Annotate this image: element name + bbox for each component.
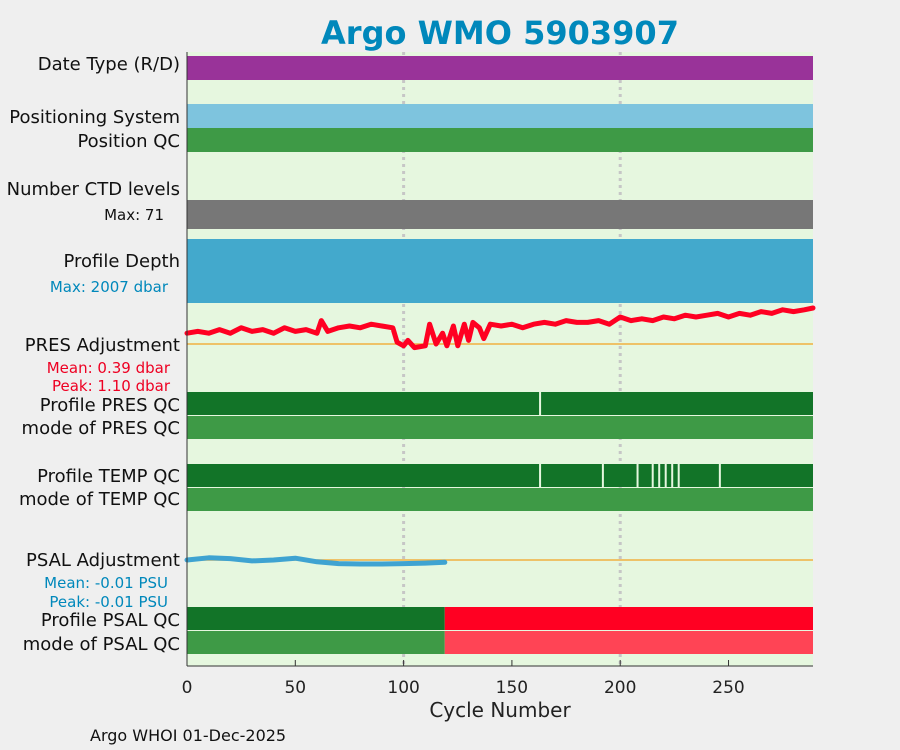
bar-date-type <box>187 56 813 80</box>
pres-qc-gap-0 <box>539 392 542 415</box>
x-axis-label: Cycle Number <box>429 698 571 722</box>
label-profile-pres-qc: Profile PRES QC <box>40 395 180 416</box>
bar-mode-psal-qc-good <box>187 631 445 654</box>
temp-qc-gap-2 <box>636 464 639 487</box>
x-axis: 0 50 100 150 200 250 <box>182 52 813 698</box>
temp-qc-gap-1 <box>601 464 604 487</box>
plot-background <box>187 52 813 666</box>
label-mode-pres-qc: mode of PRES QC <box>22 418 180 439</box>
label-ctd-levels: Number CTD levels <box>7 179 180 200</box>
label-mode-temp-qc: mode of TEMP QC <box>19 489 180 510</box>
footer-text: Argo WHOI 01-Dec-2025 <box>90 726 286 745</box>
x-tick-label-200: 200 <box>604 678 636 698</box>
label-psal-mean: Mean: -0.01 PSU <box>44 574 168 592</box>
label-pres-peak: Peak: 1.10 dbar <box>52 377 171 395</box>
label-ctd-max: Max: 71 <box>104 206 164 224</box>
label-position-qc: Position QC <box>77 131 180 152</box>
x-tick-label-100: 100 <box>387 678 419 698</box>
bar-ctd-levels <box>187 200 813 229</box>
pres-adjustment-line <box>184 305 816 351</box>
bar-mode-psal-qc-bad <box>444 631 813 654</box>
bar-mode-temp-qc <box>187 488 813 511</box>
label-profile-depth: Profile Depth <box>63 251 180 272</box>
temp-qc-gap-4 <box>658 464 661 487</box>
temp-qc-gap-8 <box>718 464 721 487</box>
x-tick-label-50: 50 <box>284 678 306 698</box>
chart-title: Argo WMO 5903907 <box>321 14 679 52</box>
label-psal-peak: Peak: -0.01 PSU <box>49 593 168 611</box>
label-pres-adjustment: PRES Adjustment <box>25 335 180 356</box>
label-psal-adjustment: PSAL Adjustment <box>26 550 180 571</box>
temp-qc-gap-6 <box>671 464 674 487</box>
bar-profile-pres-qc <box>187 392 813 415</box>
bar-profile-psal-qc-bad <box>444 607 813 630</box>
label-depth-max: Max: 2007 dbar <box>50 278 169 296</box>
x-tick-label-0: 0 <box>182 678 193 698</box>
label-mode-psal-qc: mode of PSAL QC <box>23 634 180 655</box>
x-tick-label-250: 250 <box>712 678 744 698</box>
temp-qc-gap-7 <box>677 464 680 487</box>
x-tick-label-150: 150 <box>496 678 528 698</box>
row-bars <box>187 56 813 654</box>
label-date-type: Date Type (R/D) <box>38 54 180 75</box>
temp-qc-gap-3 <box>651 464 654 487</box>
temp-qc-gap-5 <box>664 464 667 487</box>
label-profile-temp-qc: Profile TEMP QC <box>37 466 180 487</box>
bar-positioning-system <box>187 104 813 128</box>
label-profile-psal-qc: Profile PSAL QC <box>41 610 180 631</box>
temp-qc-gap-0 <box>539 464 542 487</box>
psal-adjustment-line <box>184 555 448 567</box>
label-pres-mean: Mean: 0.39 dbar <box>47 359 171 377</box>
bar-profile-depth <box>187 239 813 303</box>
bar-position-qc <box>187 128 813 152</box>
bar-mode-pres-qc <box>187 416 813 439</box>
bar-profile-psal-qc-good <box>187 607 445 630</box>
series-lines <box>184 305 816 567</box>
bar-profile-temp-qc <box>187 464 813 487</box>
label-positioning-system: Positioning System <box>9 107 180 128</box>
